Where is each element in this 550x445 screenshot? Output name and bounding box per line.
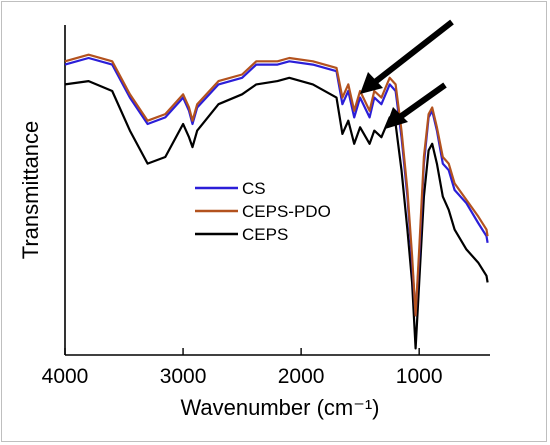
x-ticks: 4000 3000 2000 1000 (42, 348, 443, 388)
x-tick-label: 1000 (396, 365, 443, 388)
legend-label-ceps-pdo: CEPS-PDO (242, 202, 331, 221)
annotation-arrow-lower (385, 82, 447, 129)
legend: CS CEPS-PDO CEPS (195, 179, 331, 244)
x-tick-label: 2000 (278, 365, 325, 388)
series-line-ceps-pdo (64, 53, 489, 317)
series-layer (64, 53, 489, 350)
annotation-arrow-upper (360, 19, 454, 94)
legend-label-ceps: CEPS (242, 225, 288, 244)
x-tick-label: 3000 (160, 365, 207, 388)
legend-label-cs: CS (242, 179, 266, 198)
series-line-ceps (64, 76, 489, 350)
y-axis-title: Transmittance (18, 121, 43, 260)
x-tick-label: 4000 (42, 365, 89, 388)
x-axis-title: Wavenumber (cm⁻¹) (180, 395, 379, 420)
